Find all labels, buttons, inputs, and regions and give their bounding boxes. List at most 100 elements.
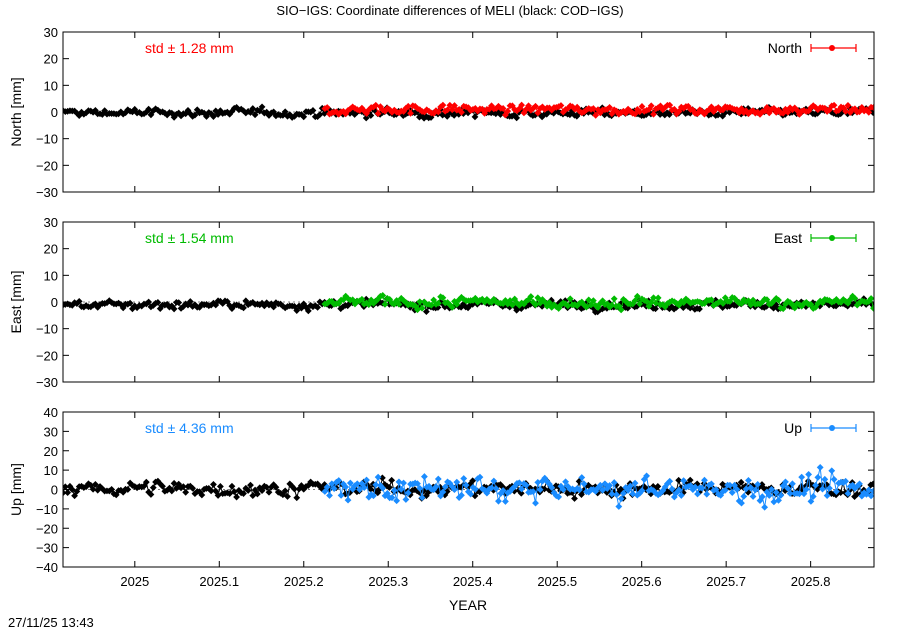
data-point [462, 481, 470, 489]
data-point [518, 101, 526, 109]
data-point [497, 111, 504, 118]
y-tick-label: 20 [44, 444, 58, 459]
y-tick-label: −30 [36, 541, 58, 556]
y-tick-label: 0 [51, 105, 58, 120]
data-point [291, 112, 298, 120]
data-point [210, 299, 217, 307]
data-point [721, 486, 729, 494]
data-point [506, 488, 514, 495]
data-point [643, 298, 651, 305]
data-point [460, 475, 468, 482]
y-tick-label: −20 [36, 158, 58, 173]
data-point [821, 475, 829, 483]
data-point [92, 300, 99, 308]
x-tick-label: 2025.7 [706, 574, 746, 589]
data-point [828, 467, 836, 475]
data-point [728, 489, 736, 496]
data-point [768, 485, 775, 493]
panels-group: 30 20 10 0 −10 −20 −30 North [mm] std ± 1.28 mm N… [8, 25, 875, 589]
data-point [832, 488, 840, 495]
data-point [175, 109, 183, 117]
x-tick-label: 2025.2 [284, 574, 324, 589]
data-point [626, 482, 634, 490]
data-point [437, 492, 445, 500]
data-point [272, 483, 280, 491]
data-point [284, 493, 291, 500]
legend-marker [829, 45, 835, 51]
data-point [325, 106, 333, 113]
y-axis-title: North [mm] [8, 77, 24, 146]
data-point [240, 304, 247, 312]
data-point [159, 482, 166, 490]
data-point [228, 482, 236, 490]
data-point [615, 503, 623, 510]
data-point [281, 487, 289, 495]
data-point [182, 488, 190, 496]
data-point [404, 102, 412, 110]
data-point [228, 305, 236, 312]
data-point [464, 104, 472, 111]
data-point [436, 483, 444, 491]
data-point [265, 112, 273, 119]
data-point [360, 107, 368, 115]
data-point [541, 106, 549, 113]
data-point [142, 300, 150, 308]
data-point [650, 294, 657, 302]
data-point [631, 110, 639, 118]
data-point [256, 107, 264, 115]
data-point [633, 292, 641, 300]
x-tick-label: 2025 [120, 574, 149, 589]
timestamp-label: 27/11/25 13:43 [8, 615, 94, 630]
data-point [735, 497, 743, 505]
data-point [691, 483, 699, 491]
data-point [839, 479, 847, 487]
data-point [712, 489, 720, 497]
data-point [684, 102, 692, 110]
data-point [610, 479, 618, 486]
data-point [434, 299, 442, 307]
data-point [129, 305, 136, 313]
data-point [210, 481, 217, 488]
data-point [420, 487, 428, 495]
std-label: std ± 1.28 mm [145, 40, 234, 56]
data-point [665, 489, 673, 496]
data-point [455, 105, 463, 113]
data-point [101, 107, 109, 114]
data-point [474, 107, 482, 115]
data-point [469, 477, 477, 485]
data-point [179, 483, 187, 491]
data-point [529, 104, 537, 112]
data-point [323, 483, 331, 491]
data-point [826, 297, 833, 304]
data-point [421, 108, 428, 116]
data-point [714, 111, 722, 119]
data-point [184, 106, 192, 114]
data-point [645, 487, 653, 494]
data-point [865, 108, 873, 116]
data-point [532, 102, 539, 110]
data-point [809, 493, 817, 500]
data-point [196, 488, 203, 496]
data-point [687, 482, 694, 489]
x-tick-label: 2025.6 [622, 574, 662, 589]
data-point [557, 482, 565, 490]
data-point [578, 474, 586, 481]
data-point [601, 111, 608, 119]
data-point [351, 482, 359, 490]
data-point [198, 491, 206, 499]
data-point [731, 294, 738, 302]
data-point [186, 298, 194, 305]
data-point [536, 486, 544, 494]
data-point [251, 111, 259, 119]
data-point [816, 464, 824, 471]
data-point [370, 299, 377, 307]
data-point [870, 104, 874, 111]
x-tick-label: 2025.3 [368, 574, 408, 589]
data-point [608, 490, 616, 498]
data-point [226, 110, 234, 118]
data-point [830, 476, 838, 483]
y-tick-label: 30 [44, 215, 58, 230]
data-point [545, 299, 553, 306]
data-point [422, 308, 430, 316]
